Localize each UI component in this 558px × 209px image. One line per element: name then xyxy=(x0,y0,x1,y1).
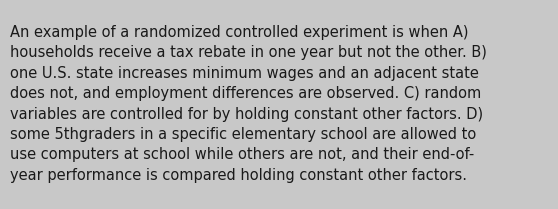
Text: An example of a randomized controlled experiment is when A)
households receive a: An example of a randomized controlled ex… xyxy=(10,25,487,183)
